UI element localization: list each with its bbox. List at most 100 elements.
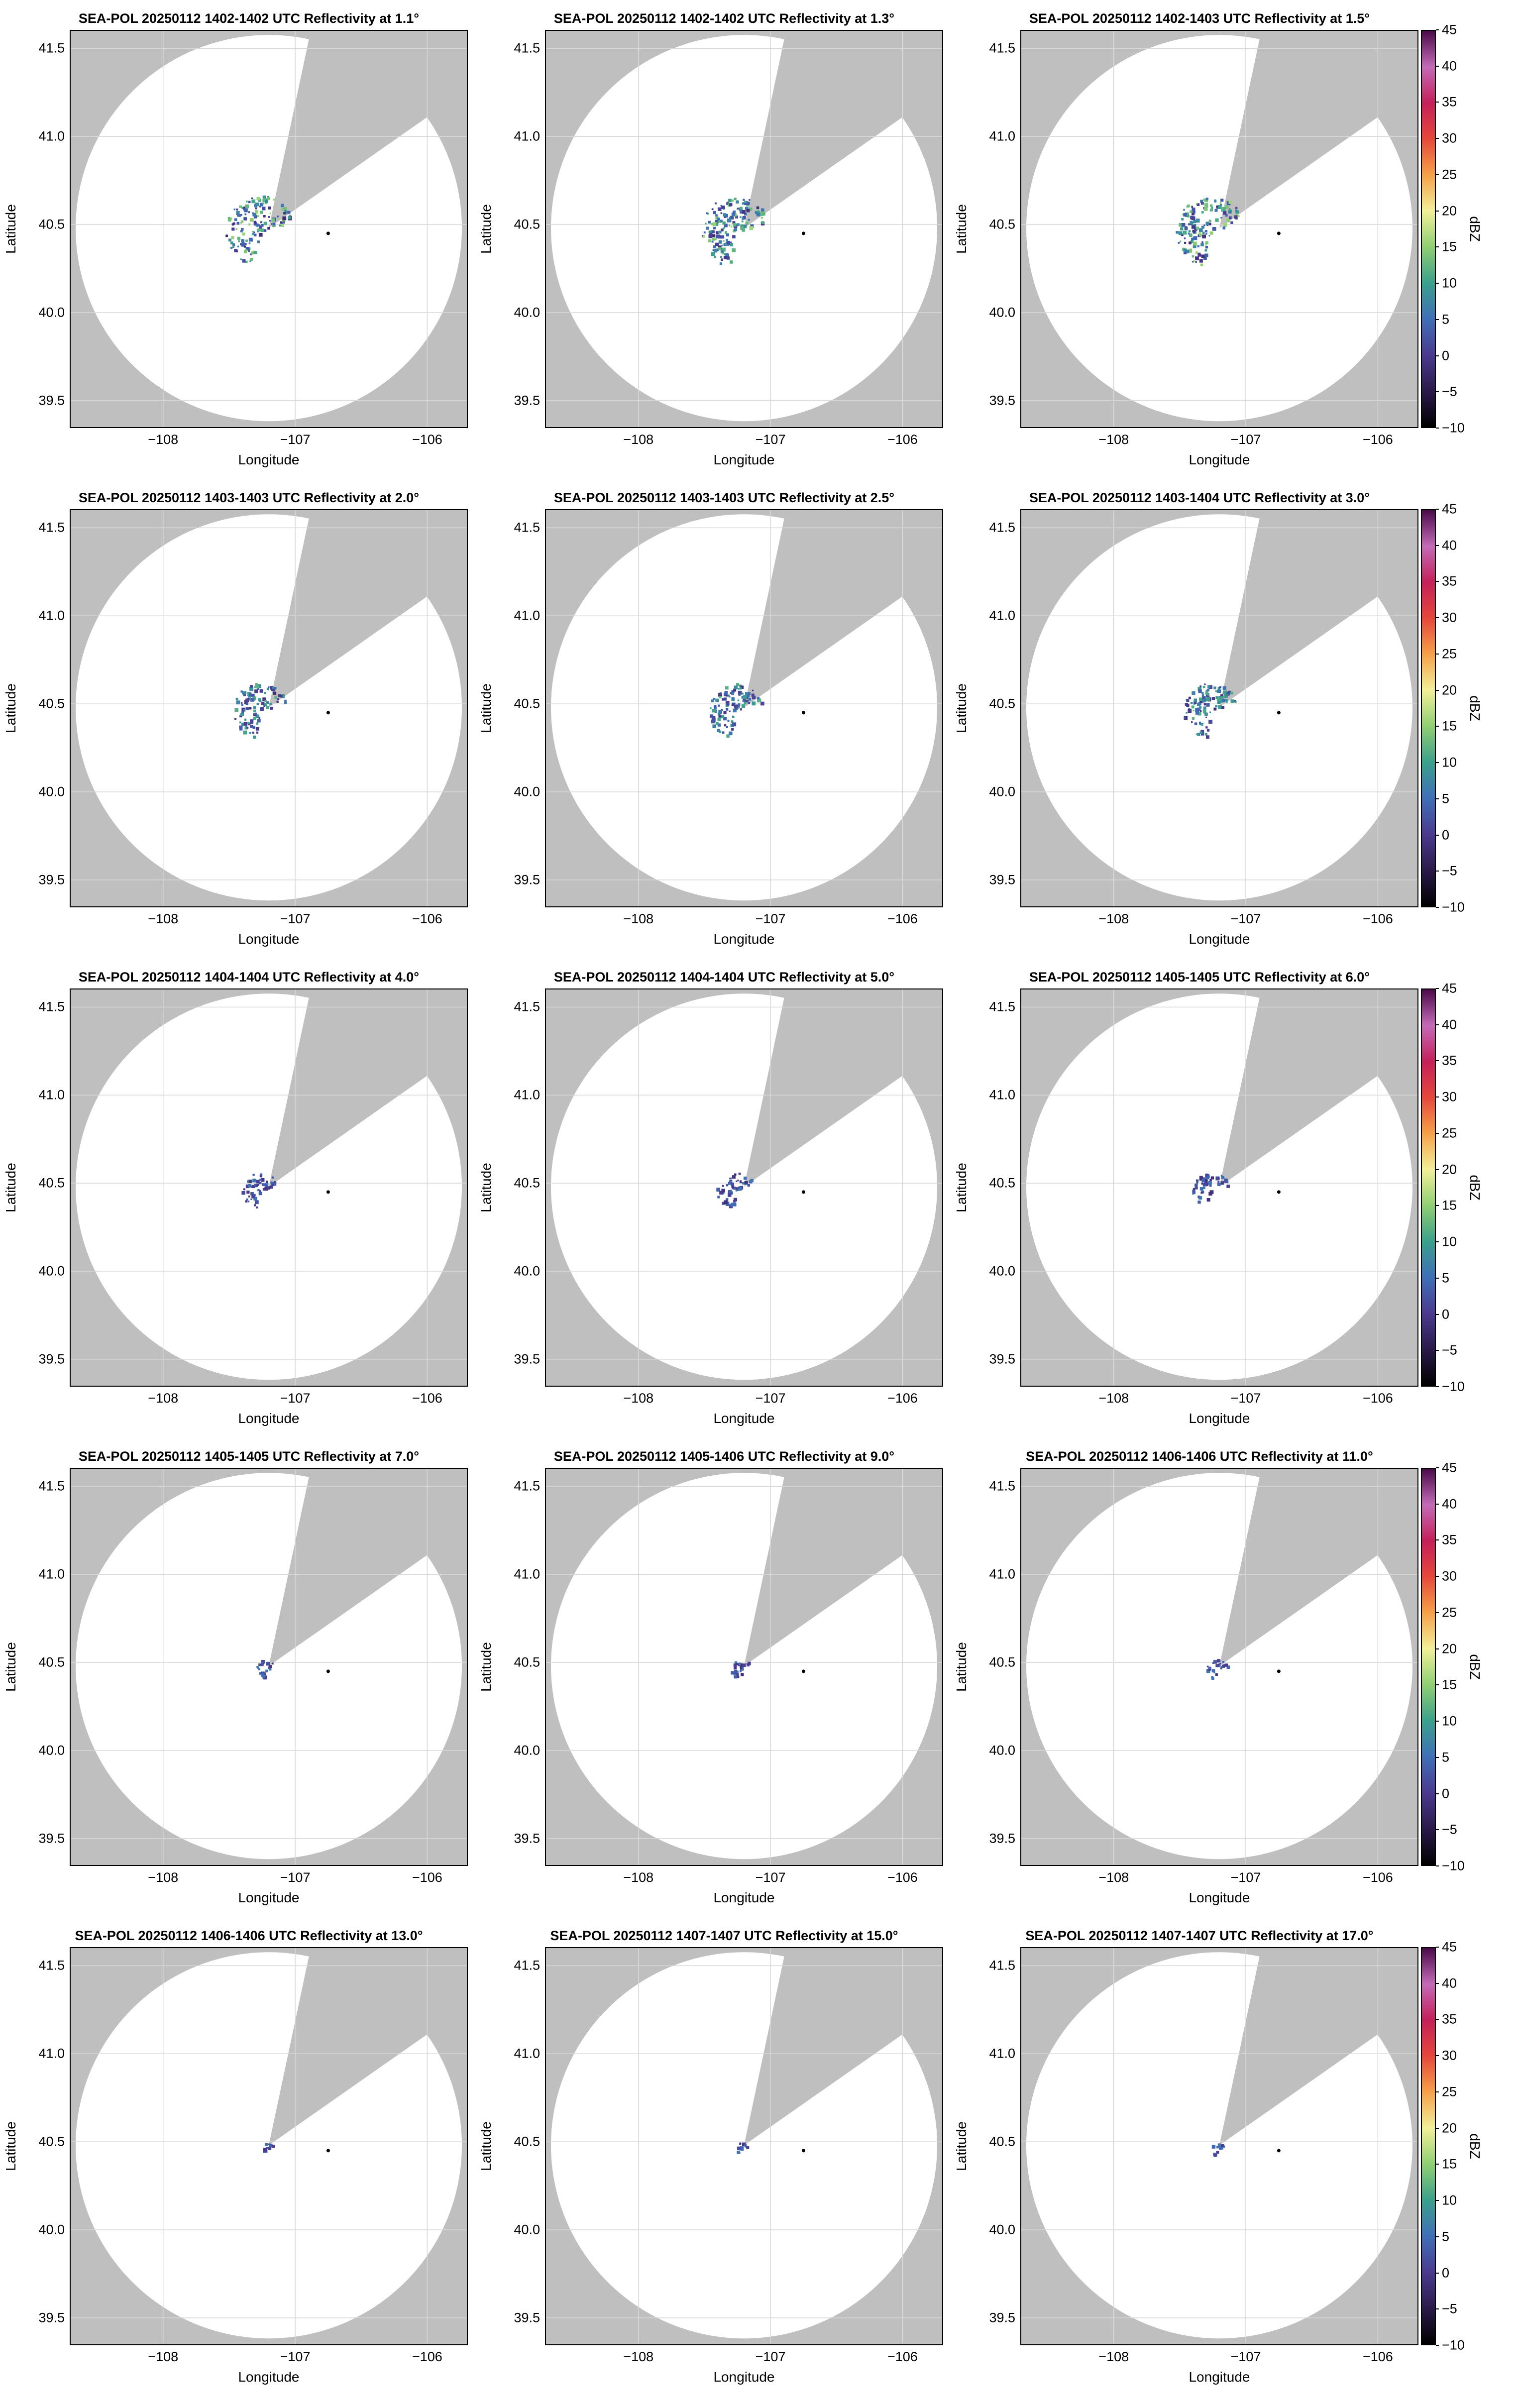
echo-cell xyxy=(253,709,256,712)
echo-cell xyxy=(1196,1183,1198,1185)
echo-cell xyxy=(757,698,761,703)
echo-cell xyxy=(1203,698,1207,702)
echo-cell xyxy=(1201,254,1205,258)
site-marker xyxy=(326,1669,330,1673)
echo-cell xyxy=(1192,717,1195,720)
colorbar-tick-label: 5 xyxy=(1442,312,1450,327)
grid xyxy=(546,31,942,427)
echo-cell xyxy=(1209,231,1213,235)
echo-cell xyxy=(757,697,760,700)
reflectivity-echoes xyxy=(1176,197,1240,266)
echo-cell xyxy=(744,201,749,206)
echo-cell xyxy=(1200,200,1203,203)
echo-cell xyxy=(735,1189,738,1192)
x-tick-labels: −108 −107 −106 xyxy=(1020,2349,1418,2367)
colorbar-tick-mark xyxy=(1436,319,1439,320)
echo-cell xyxy=(1221,1664,1225,1668)
echo-cell xyxy=(1229,208,1231,210)
echo-cell xyxy=(240,725,243,728)
colorbar-tick-label: 0 xyxy=(1442,348,1450,363)
echo-cell xyxy=(278,694,281,697)
x-tick-label: −108 xyxy=(623,1391,654,1406)
echo-cell xyxy=(1230,699,1234,703)
echo-cell xyxy=(1205,197,1208,201)
colorbar-label: dBZ xyxy=(1467,695,1483,721)
echo-cell xyxy=(1204,203,1208,207)
echo-cell xyxy=(1205,726,1208,729)
echo-cell xyxy=(279,224,281,227)
x-tick-label: −108 xyxy=(623,1870,654,1885)
echo-cell xyxy=(749,226,754,230)
echo-cell xyxy=(740,207,743,210)
echo-cell xyxy=(718,247,722,250)
echo-cell xyxy=(1192,260,1195,262)
echo-cell xyxy=(1220,694,1223,697)
echo-cell xyxy=(737,699,740,702)
y-tick-label: 40.0 xyxy=(514,1263,540,1279)
echo-cell xyxy=(734,228,738,231)
echo-cell xyxy=(247,1180,250,1183)
echo-cell xyxy=(1217,1183,1221,1186)
grid xyxy=(546,1469,942,1865)
echo-cell xyxy=(1191,206,1193,208)
echo-cell xyxy=(1206,688,1210,692)
colorbar-tick-mark xyxy=(1436,102,1439,103)
plot-area xyxy=(545,988,943,1387)
colorbar-tick-mark xyxy=(1436,798,1439,799)
echo-cell xyxy=(241,243,245,247)
echo-cell xyxy=(265,1180,268,1183)
y-tick-label: 41.0 xyxy=(989,1566,1015,1582)
colorbar-tick-label: 35 xyxy=(1442,1053,1457,1068)
x-tick-label: −108 xyxy=(1098,911,1129,926)
colorbar-tick-label: 25 xyxy=(1442,167,1457,182)
echo-cell xyxy=(1193,703,1195,705)
y-axis-label: Latitude xyxy=(478,1642,494,1692)
colorbar-tick-mark xyxy=(1436,391,1439,393)
echo-cell xyxy=(266,705,269,709)
echo-cell xyxy=(725,255,728,259)
y-tick-labels: 39.5 40.0 40.5 41.0 41.5 xyxy=(475,30,540,428)
x-axis-label: Longitude xyxy=(238,452,300,467)
echo-cell xyxy=(749,207,753,211)
echo-cell xyxy=(1197,733,1200,736)
x-tick-label: −106 xyxy=(887,2349,918,2364)
colorbar-tick-mark xyxy=(1436,2127,1439,2129)
echo-cell xyxy=(253,233,257,236)
echo-cell xyxy=(734,706,738,710)
x-tick-label: −108 xyxy=(1098,1870,1129,1885)
echo-cell xyxy=(1230,691,1233,695)
echo-cell xyxy=(747,1184,750,1187)
echo-cell xyxy=(711,252,715,256)
colorbar-tick-label: 5 xyxy=(1442,2229,1450,2244)
x-tick-label: −106 xyxy=(412,2349,442,2364)
echo-cell xyxy=(1192,261,1193,263)
echo-cell xyxy=(716,234,720,238)
echo-cell xyxy=(740,216,742,218)
echo-cell xyxy=(272,222,276,225)
echo-cell xyxy=(1211,1677,1214,1680)
echo-cell xyxy=(240,228,244,231)
echo-cell xyxy=(749,199,751,201)
echo-cell xyxy=(748,219,750,221)
colorbar: 45 40 35 30 25 20 15 10 5 0 −5 −10 dBZ xyxy=(1421,1940,1483,2353)
echo-cell xyxy=(732,248,736,252)
echo-cell xyxy=(262,199,266,203)
echo-cell xyxy=(1221,1666,1223,1668)
colorbar-tick-mark xyxy=(1436,545,1439,546)
y-tick-label: 41.5 xyxy=(38,1958,65,1973)
echo-cell xyxy=(262,1183,265,1187)
echo-cell xyxy=(718,230,722,234)
y-axis-label: Latitude xyxy=(3,2121,18,2171)
y-tick-label: 41.5 xyxy=(989,999,1015,1014)
echo-cell xyxy=(1199,723,1201,725)
echo-cell xyxy=(1215,1673,1218,1676)
echo-cell xyxy=(260,224,264,227)
echo-cell xyxy=(261,701,265,705)
echo-cell xyxy=(255,714,259,719)
echo-cell xyxy=(1194,722,1197,726)
echo-cell xyxy=(712,230,715,233)
echo-cell xyxy=(738,693,741,696)
echo-cell xyxy=(239,727,243,731)
echo-cell xyxy=(251,693,255,697)
echo-cell xyxy=(259,1672,262,1675)
